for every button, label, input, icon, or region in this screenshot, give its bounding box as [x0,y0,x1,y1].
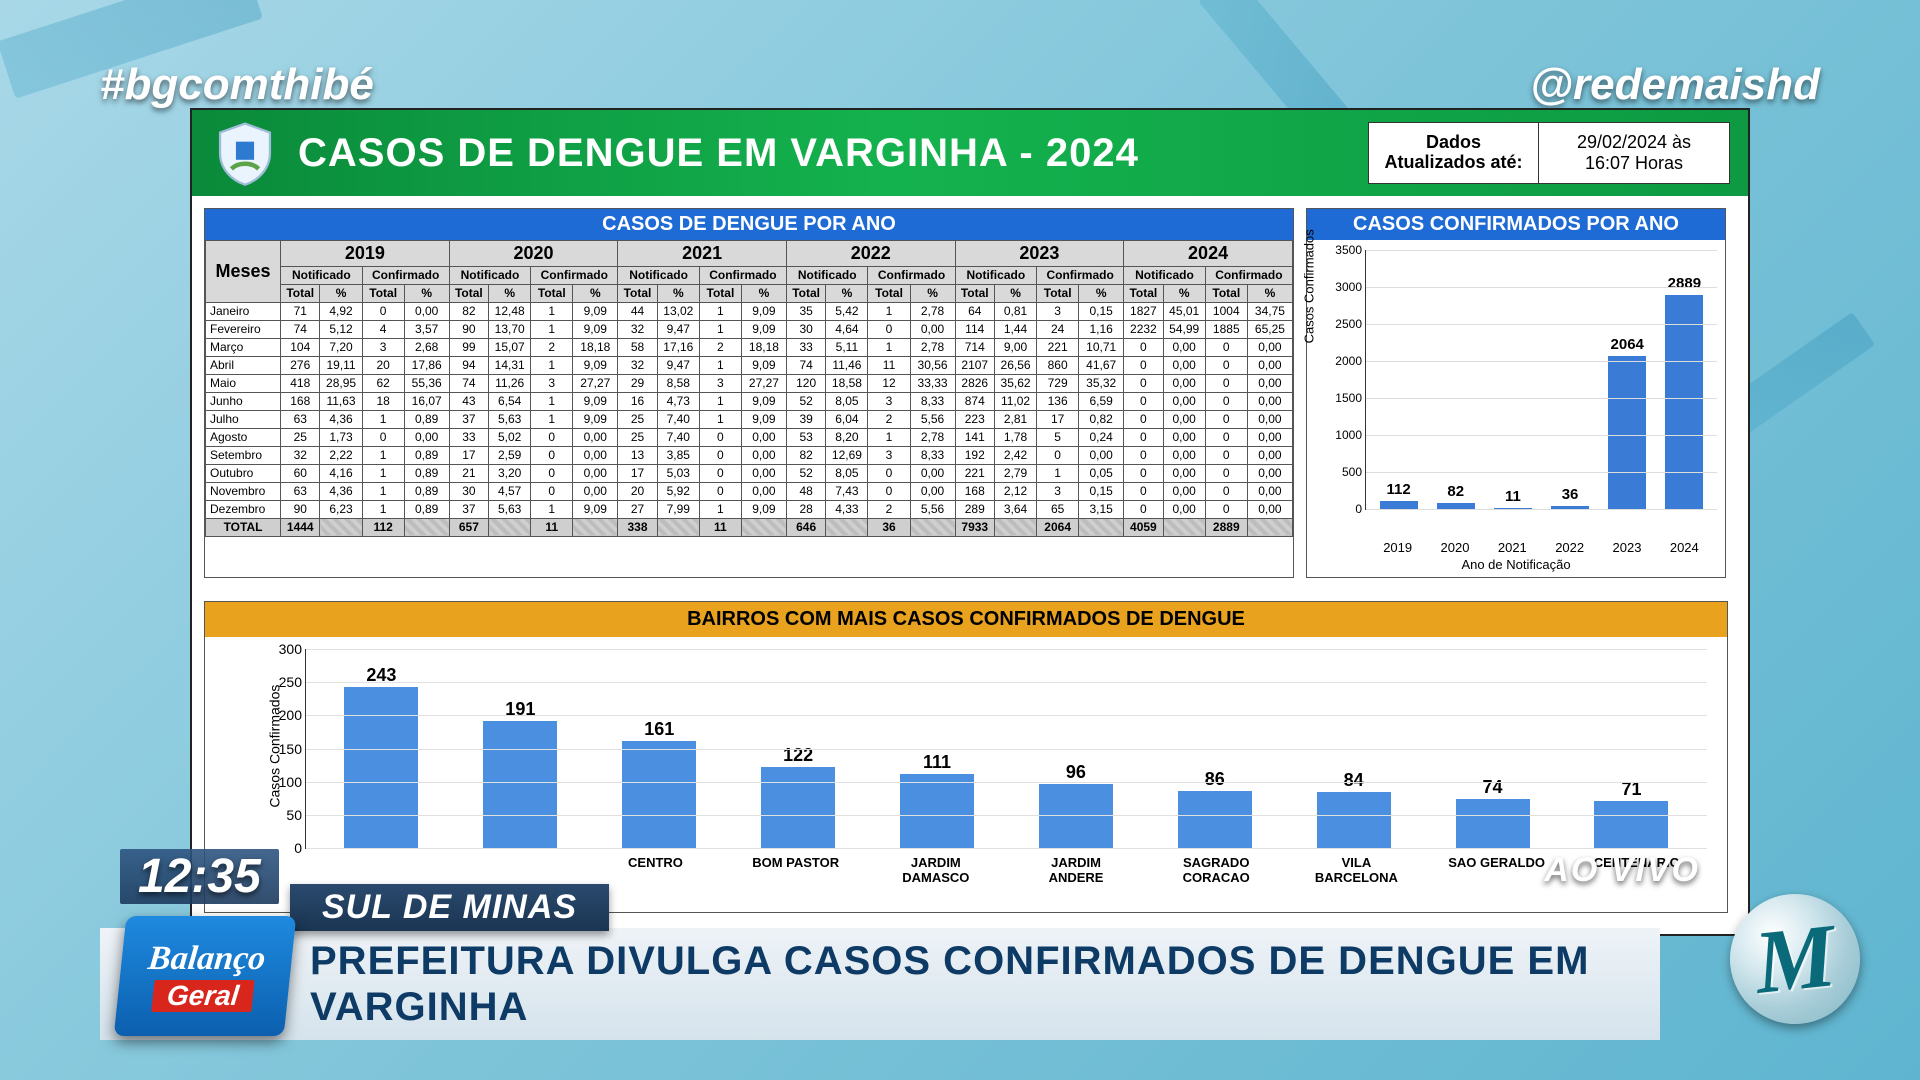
dashboard-title: CASOS DE DENGUE EM VARGINHA - 2024 [298,131,1139,176]
bairros-xcat: CENTRO [605,855,705,885]
year-chart-plot: 11282113620642889 0500100015002000250030… [1365,250,1717,510]
bairros-xcat: VILA BARCELONA [1306,855,1406,885]
year-chart-xcat: 2021 [1498,540,1527,555]
year-chart-xcat: 2019 [1383,540,1412,555]
bairros-bar: 86 [1178,791,1252,848]
bairros-bar: 111 [900,774,974,848]
bairros-bar: 243 [344,687,418,848]
year-chart-heading: CASOS CONFIRMADOS POR ANO [1307,209,1725,240]
city-crest-icon [210,119,280,187]
bairros-bar: 191 [483,721,557,848]
year-chart-xcat: 2022 [1555,540,1584,555]
update-date: 29/02/2024 às [1577,132,1691,153]
year-chart-bar: 2064 [1608,356,1646,509]
year-table-panel: CASOS DE DENGUE POR ANO Meses20192020202… [204,208,1294,578]
year-chart-panel: CASOS CONFIRMADOS POR ANO Casos Confirma… [1306,208,1726,578]
hashtag-overlay: #bgcomthibé [100,60,374,110]
bairros-xcat: SAO GERALDO [1447,855,1547,885]
bairros-bar: 84 [1317,792,1391,848]
year-chart-xcat: 2023 [1613,540,1642,555]
update-time: 16:07 Horas [1585,153,1683,174]
show-logo: Balanço Geral [114,916,297,1036]
year-chart-ylabel: Casos Confirmados [1302,229,1317,343]
bairros-xcat: JARDIM ANDERE [1026,855,1126,885]
bairros-bar: 122 [761,767,835,848]
show-logo-line2: Geral [151,980,254,1012]
bairros-xcat: SAGRADO CORACAO [1166,855,1266,885]
bairros-xcat: JARDIM DAMASCO [886,855,986,885]
year-chart-bar: 2889 [1665,295,1703,509]
update-label: Atualizados até: [1384,153,1522,173]
update-box: Dados Atualizados até: 29/02/2024 às 16:… [1368,122,1730,184]
bairros-xcat: BOM PASTOR [746,855,846,885]
year-table: Meses201920202021202220232024NotificadoC… [205,240,1293,537]
year-table-heading: CASOS DE DENGUE POR ANO [205,209,1293,240]
year-chart-bar: 112 [1380,501,1418,509]
live-badge: AO VIVO [1544,851,1700,890]
show-logo-line1: Balanço [146,940,267,978]
handle-overlay: @redemaishd [1530,60,1820,110]
bairros-xcat [465,855,565,885]
lower-third-headline: PREFEITURA DIVULGA CASOS CONFIRMADOS DE … [100,928,1660,1040]
year-chart-xlabel: Ano de Notificação [1315,557,1717,572]
lower-third: SUL DE MINAS PREFEITURA DIVULGA CASOS CO… [100,928,1660,1040]
bairros-xcat [325,855,425,885]
station-letter: M [1750,904,1840,1015]
year-chart-xcat: 2024 [1670,540,1699,555]
bairros-bar: 96 [1039,784,1113,848]
bairros-panel: BAIRROS COM MAIS CASOS CONFIRMADOS DE DE… [204,601,1728,913]
dashboard-panel: CASOS DE DENGUE EM VARGINHA - 2024 Dados… [190,108,1750,936]
bairros-heading: BAIRROS COM MAIS CASOS CONFIRMADOS DE DE… [205,602,1727,637]
bairros-bar: 161 [622,741,696,848]
lower-third-tag: SUL DE MINAS [290,884,609,931]
year-chart-xcat: 2020 [1441,540,1470,555]
update-label: Dados [1426,133,1481,153]
clock-overlay: 12:35 [120,849,279,904]
bairros-bar: 71 [1594,801,1668,848]
bairros-plot: 2431911611221119686847471 05010015020025… [305,649,1707,849]
bairros-bar: 74 [1456,799,1530,848]
dashboard-header: CASOS DE DENGUE EM VARGINHA - 2024 Dados… [192,110,1748,196]
